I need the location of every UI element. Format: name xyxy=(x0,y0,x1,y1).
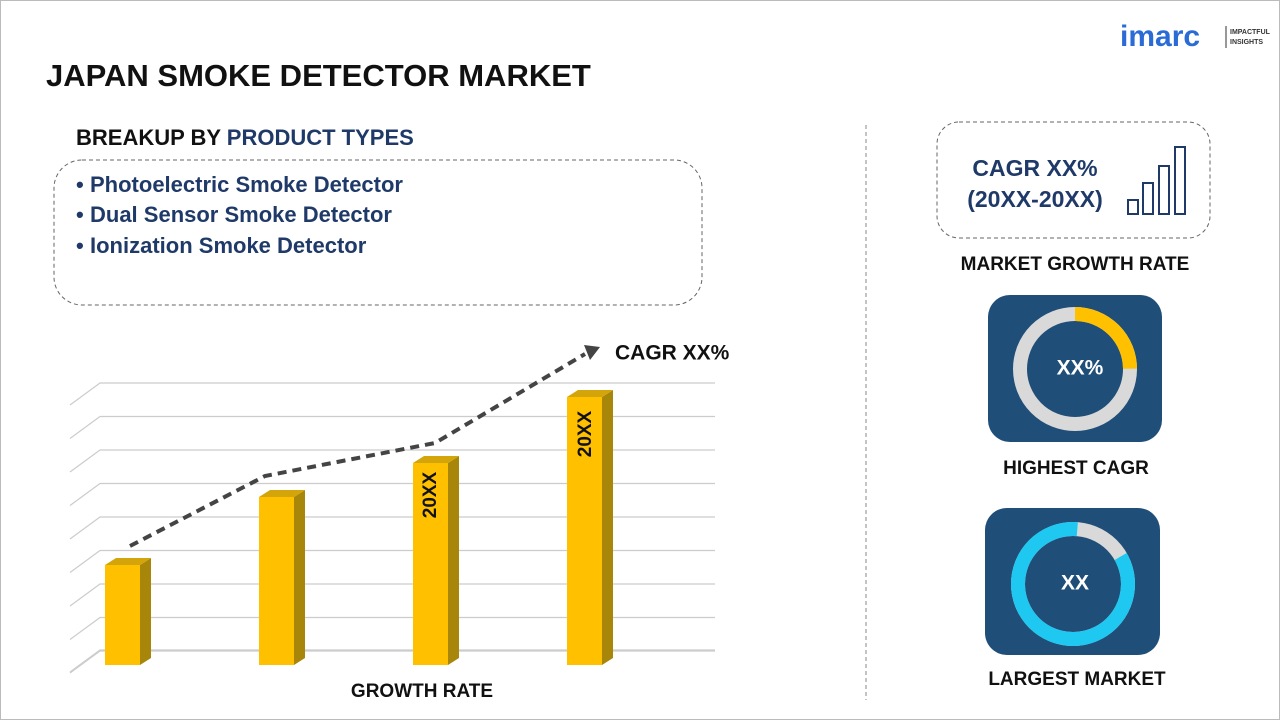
grid-line xyxy=(69,650,715,674)
heading-highlight: PRODUCT TYPES xyxy=(227,125,414,150)
kpi-value: XX% xyxy=(1057,357,1104,380)
bar-top xyxy=(259,490,305,497)
bar-top xyxy=(567,390,613,397)
bar-top xyxy=(413,456,459,463)
bar xyxy=(259,497,294,665)
bar-label: 20XX xyxy=(575,410,596,457)
bar-side xyxy=(448,456,459,665)
caption: MARKET GROWTH RATE xyxy=(961,254,1190,275)
cagr-box xyxy=(936,121,1211,239)
grid-line xyxy=(69,583,715,607)
donut-arc xyxy=(1013,307,1137,431)
cagr-text: (20XX-20XX) xyxy=(967,186,1103,212)
floor-line xyxy=(69,649,715,673)
bar-side xyxy=(294,490,305,665)
heading-text: BREAKUP BY xyxy=(76,125,221,150)
grid-line xyxy=(69,382,715,406)
logo-tagline: INSIGHTS xyxy=(1230,39,1263,46)
kpi-value: XX xyxy=(1061,572,1089,595)
caption: HIGHEST CAGR xyxy=(1003,458,1149,479)
grid-line xyxy=(69,549,715,573)
bullet: • xyxy=(76,172,84,197)
logo: imarc xyxy=(1120,20,1200,53)
trend-line xyxy=(129,352,587,548)
donut-arc xyxy=(1011,522,1135,646)
bullet: • xyxy=(76,202,84,227)
bar-side xyxy=(140,558,151,665)
bar-side xyxy=(602,390,613,665)
grid-line xyxy=(69,516,715,540)
breakup-item: Photoelectric Smoke Detector xyxy=(90,172,403,197)
grid-line xyxy=(69,415,715,439)
bar-top xyxy=(105,558,151,565)
trend-label: CAGR XX% xyxy=(615,342,730,365)
breakup-box xyxy=(53,159,703,306)
bar-label: 20XX xyxy=(420,471,441,518)
cagr-text: CAGR XX% xyxy=(972,155,1097,181)
grid-line xyxy=(69,482,715,506)
grid-line xyxy=(69,616,715,640)
grid-line xyxy=(69,449,715,473)
bar xyxy=(567,397,602,665)
bar xyxy=(413,463,448,665)
breakup-heading: BREAKUP BY PRODUCT TYPES xyxy=(76,125,414,150)
growth-icon xyxy=(1127,146,1186,215)
caption: LARGEST MARKET xyxy=(988,669,1166,690)
bullet: • xyxy=(76,233,84,258)
logo-tagline: IMPACTFUL xyxy=(1230,29,1271,36)
title: JAPAN SMOKE DETECTOR MARKET xyxy=(46,58,591,93)
axis-label: GROWTH RATE xyxy=(351,681,493,702)
trend-arrow xyxy=(584,345,600,360)
bar xyxy=(105,565,140,665)
breakup-item: Ionization Smoke Detector xyxy=(90,233,367,258)
breakup-item: Dual Sensor Smoke Detector xyxy=(90,202,392,227)
